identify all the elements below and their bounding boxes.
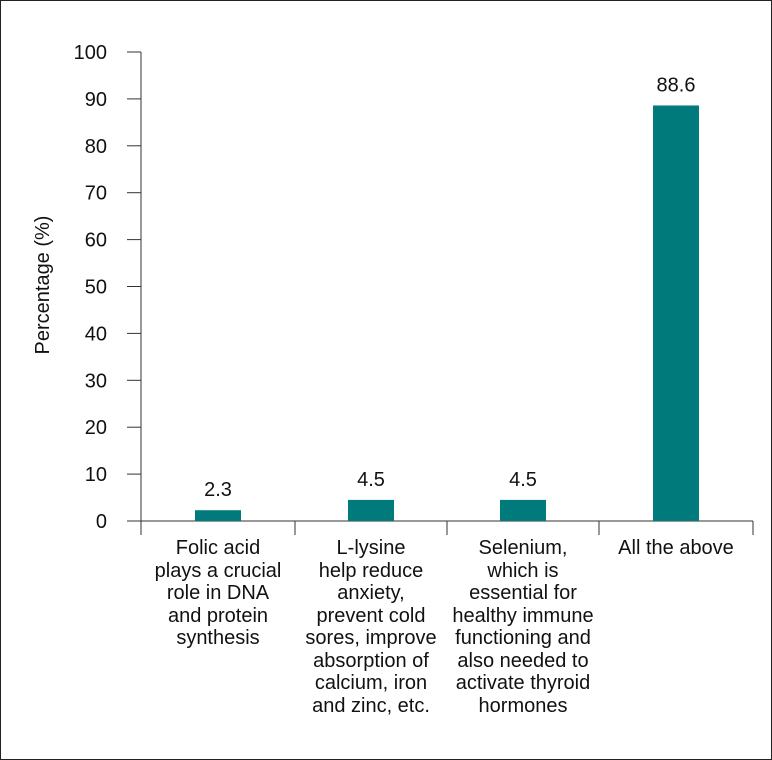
category-label: All the above — [618, 537, 734, 559]
y-tick-label: 80 — [85, 136, 107, 158]
category-label: Selenium, which is essential for healthy… — [452, 537, 594, 717]
y-tick-label: 40 — [85, 323, 107, 345]
bar — [653, 105, 699, 521]
y-tick-label: 90 — [85, 89, 107, 111]
y-tick-label: 100 — [74, 42, 107, 64]
category-label: Folic acid plays a crucial role in DNA a… — [154, 537, 282, 649]
y-tick-label: 30 — [85, 370, 107, 392]
y-tick-label: 60 — [85, 230, 107, 252]
y-tick-label: 0 — [96, 511, 107, 533]
y-axis-label: Percentage (%) — [32, 216, 54, 355]
axes: 0 10 20 30 40 50 60 70 80 90 100 — [74, 42, 754, 535]
y-tick-label: 20 — [85, 417, 107, 439]
data-labels: 2.3 4.5 4.5 88.6 — [204, 74, 695, 501]
bar — [348, 499, 394, 521]
y-tick-label: 10 — [85, 464, 107, 486]
bar-value-label: 4.5 — [357, 469, 385, 491]
bar-value-label: 2.3 — [204, 479, 232, 501]
category-label: L-lysine help reduce anxiety, prevent co… — [305, 537, 437, 717]
bar — [500, 499, 546, 521]
y-tick-label: 70 — [85, 183, 107, 205]
bars — [195, 105, 699, 521]
bar-value-label: 88.6 — [657, 74, 696, 96]
bar — [195, 510, 241, 521]
y-tick-label: 50 — [85, 277, 107, 299]
bar-value-label: 4.5 — [509, 469, 537, 491]
